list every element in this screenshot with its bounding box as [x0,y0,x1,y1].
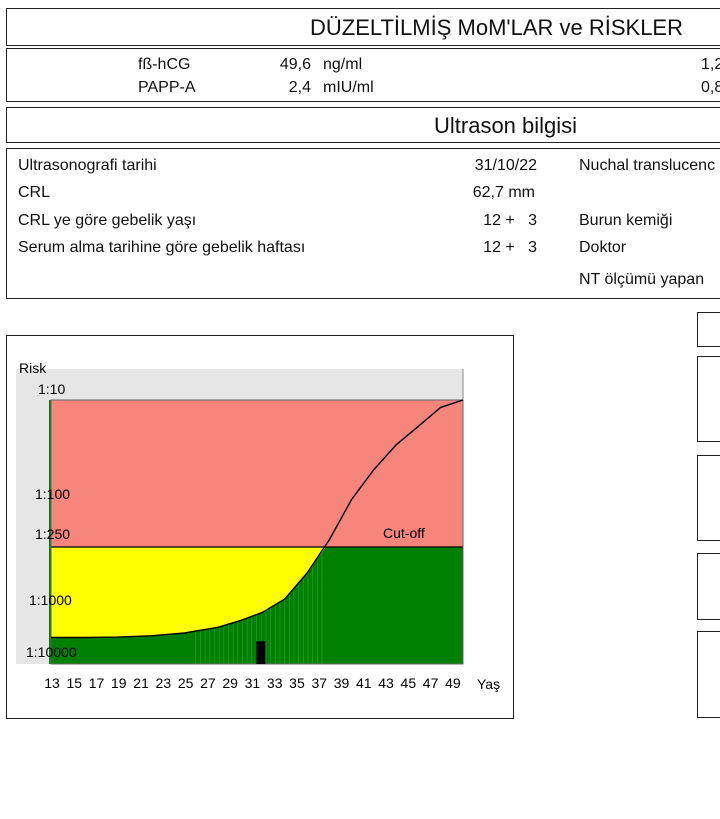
y-axis-label: Risk [19,360,47,376]
mom-row-1-unit: mIU/ml [323,79,374,96]
mom-section-title: DÜZELTİLMİŞ MoM'LAR ve RİSKLER [310,15,683,40]
ultrasound-title: Ultrason bilgisi [434,113,578,138]
mom-values-box: fß-hCG 49,6 ng/ml 1,2 PAPP-A 2,4 mIU/ml … [6,48,720,102]
mom-row-0-unit: ng/ml [323,56,363,73]
ultrasound-title-box: Ultrason bilgisi [6,107,720,143]
x-tick-label: 15 [66,675,82,691]
mom-row-1-mom: 0,8 [701,79,720,96]
y-tick-label: 1:10 [38,381,65,397]
side-box-3 [697,455,720,541]
zone-moderate-risk [51,547,326,638]
zone-high-risk [51,400,463,547]
y-tick-label: 1:100 [35,486,70,502]
us-value-ga-crl: 12 + 3 [483,212,537,229]
mom-row-0-name: fß-hCG [138,56,191,73]
us-label-nuchal: Nuchal translucenc [579,157,716,174]
mom-title-box: DÜZELTİLMİŞ MoM'LAR ve RİSKLER [6,8,720,46]
us-label-nt-measurer: NT ölçümü yapan [579,271,705,288]
left-axis-strip [16,369,51,664]
risk-chart-frame: Risk 1:10 1:100 1:250 1:1000 1:10000 Cut-off 13… [6,335,514,719]
side-box-5 [697,631,720,718]
top-axis-strip [49,369,463,400]
x-tick-label: 29 [222,675,238,691]
mom-row-1-name: PAPP-A [138,79,196,96]
us-value-ga-serum: 12 + 3 [483,239,537,256]
x-tick-label: 35 [289,675,305,691]
us-value-date: 31/10/22 [474,157,537,174]
x-axis-label: Yaş [477,676,500,692]
side-box-1 [697,312,720,347]
us-label-nasal-bone: Burun kemiği [579,212,673,229]
us-value-crl: 62,7 mm [472,184,535,201]
us-label-crl: CRL [18,184,51,201]
x-tick-label: 13 [44,675,60,691]
x-tick-label: 23 [156,675,172,691]
x-tick-label: 33 [267,675,283,691]
x-tick-label: 25 [178,675,194,691]
x-tick-label: 19 [111,675,127,691]
x-tick-label: 39 [334,675,350,691]
y-tick-label: 1:250 [35,526,70,542]
x-tick-label: 47 [423,675,439,691]
x-tick-label: 45 [401,675,417,691]
x-tick-label: 27 [200,675,216,691]
y-tick-label: 1:1000 [29,592,72,608]
x-tick-label: 41 [356,675,372,691]
x-tick-label: 21 [133,675,149,691]
y-tick-label: 1:10000 [26,644,77,660]
x-tick-label: 49 [445,675,461,691]
x-tick-label: 43 [378,675,394,691]
x-tick-label: 17 [89,675,105,691]
patient-risk-marker [256,641,266,664]
x-tick-label: 31 [245,675,261,691]
age-risk-curve [51,399,464,639]
mom-row-0-value: 49,6 [279,56,311,73]
us-label-ga-crl: CRL ye göre gebelik yaşı [18,212,197,229]
side-box-2 [697,356,720,442]
side-box-4 [697,553,720,620]
ultrasound-info-box: Ultrasonografi tarihi 31/10/22 CRL 62,7 … [6,148,720,299]
cutoff-label: Cut-off [383,525,425,541]
us-label-ga-serum: Serum alma tarihine göre gebelik haftası [18,239,306,256]
us-label-doctor: Doktor [579,239,627,256]
x-tick-label: 37 [311,675,327,691]
risk-chart: Risk 1:10 1:100 1:250 1:1000 1:10000 Cut-off 13… [16,360,500,692]
mom-row-1-value: 2,4 [288,79,311,96]
us-label-date: Ultrasonografi tarihi [18,157,157,174]
mom-row-0-mom: 1,2 [701,56,720,73]
